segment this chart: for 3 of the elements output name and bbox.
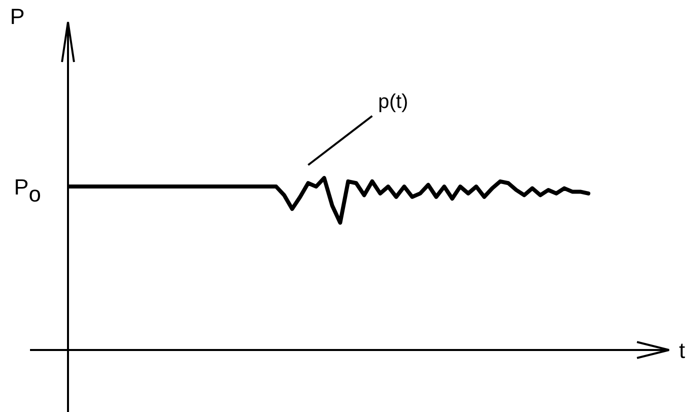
x-axis-title: t: [679, 338, 686, 363]
text: P: [10, 4, 25, 29]
text: p(t): [378, 91, 408, 113]
